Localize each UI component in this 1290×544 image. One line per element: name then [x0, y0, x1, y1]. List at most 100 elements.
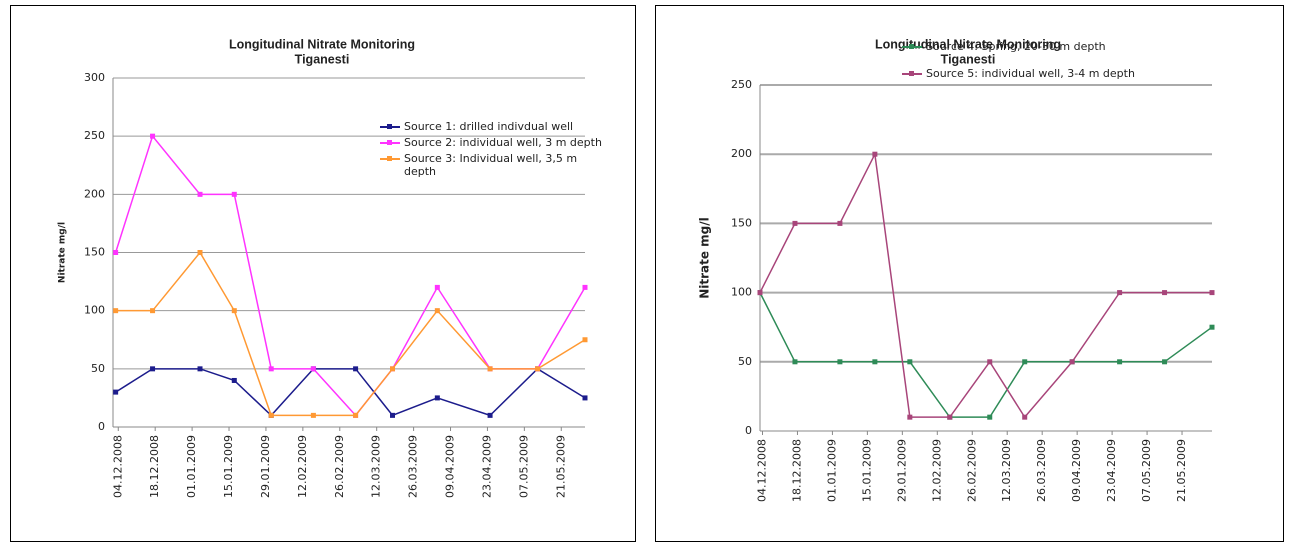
data-point: [907, 414, 913, 420]
x-tick-label: 15.01.2009: [222, 435, 235, 498]
y-tick-label: 0: [745, 424, 752, 437]
legend-label: Source 4: Spring, 20-30 m depth: [926, 40, 1106, 53]
data-point: [231, 377, 237, 383]
data-point: [582, 284, 588, 290]
x-tick-label: 18.12.2008: [790, 439, 803, 502]
legend: Source 1: drilled indivdual well Source 2…: [378, 120, 603, 181]
x-tick-label: 29.01.2009: [259, 435, 272, 498]
chart-title: Longitudinal Nitrate Monitoring: [229, 37, 415, 51]
y-tick-label: 50: [738, 355, 752, 368]
data-point: [197, 366, 203, 372]
legend-item: Source 3: Individual well, 3,5 m depth: [378, 152, 603, 178]
legend-marker: [909, 44, 914, 49]
series-line: [759, 151, 1212, 419]
y-tick-label: 150: [84, 246, 105, 259]
data-point: [150, 366, 156, 372]
data-point: [987, 359, 993, 365]
series-line: [115, 367, 586, 417]
chart-frame: [10, 5, 636, 542]
data-point: [268, 366, 274, 372]
legend-label: Source 2: individual well, 3 m depth: [404, 136, 602, 149]
legend-item: Source 2: individual well, 3 m depth: [378, 136, 603, 149]
y-tick-label: 100: [84, 304, 105, 317]
data-point: [113, 389, 119, 395]
x-tick-label: 09.04.2009: [1070, 439, 1083, 502]
legend-marker: [387, 140, 392, 145]
data-point: [487, 412, 493, 418]
legend-item: Source 1: drilled indivdual well: [378, 120, 603, 133]
x-tick-label: 18.12.2008: [148, 435, 161, 498]
y-tick-label: 300: [84, 71, 105, 84]
x-tick-label: 21.05.2009: [554, 435, 567, 498]
x-tick-label: 04.12.2008: [755, 439, 768, 502]
data-point: [907, 359, 913, 365]
data-point: [837, 220, 843, 226]
chart-subtitle: Tiganesti: [295, 52, 350, 66]
data-point: [197, 250, 203, 255]
data-point: [434, 395, 440, 401]
data-point: [310, 412, 316, 418]
data-point: [113, 308, 119, 314]
chart-subtitle: Tiganesti: [941, 52, 996, 66]
x-tick-label: 23.04.2009: [1105, 439, 1118, 502]
x-tick-label: 09.04.2009: [444, 435, 457, 498]
data-point: [434, 308, 440, 314]
data-point: [1162, 290, 1168, 296]
data-point: [535, 366, 541, 372]
data-point: [1162, 359, 1168, 365]
data-point: [1022, 359, 1028, 365]
series-line: [115, 251, 586, 417]
x-tick-label: 26.02.2009: [333, 435, 346, 498]
data-point: [1069, 359, 1075, 365]
x-tick-label: 07.05.2009: [517, 435, 530, 498]
data-point: [792, 359, 798, 365]
y-tick-label: 200: [84, 187, 105, 200]
data-point: [837, 359, 843, 365]
y-axis-label: Nitrate mg/l: [58, 222, 68, 283]
data-point: [1209, 324, 1215, 330]
data-point: [1022, 414, 1028, 420]
data-point: [113, 250, 119, 255]
y-tick-label: 150: [731, 216, 752, 229]
x-tick-label: 12.03.2009: [1000, 439, 1013, 502]
x-tick-label: 12.03.2009: [370, 435, 383, 498]
x-tick-label: 12.02.2009: [930, 439, 943, 502]
data-point: [434, 284, 440, 290]
y-tick-label: 250: [731, 78, 752, 91]
x-tick-label: 01.01.2009: [825, 439, 838, 502]
data-point: [310, 366, 316, 372]
data-point: [1117, 290, 1123, 296]
data-point: [231, 191, 237, 197]
data-point: [150, 308, 156, 314]
data-point: [1117, 359, 1123, 365]
data-point: [872, 359, 878, 365]
legend-label: Source 1: drilled indivdual well: [404, 120, 574, 133]
data-point: [487, 366, 493, 372]
legend-item: Source 4: Spring, 20-30 m depth: [900, 40, 1210, 53]
data-point: [390, 412, 396, 418]
data-point: [1209, 290, 1215, 296]
x-tick-label: 29.01.2009: [895, 439, 908, 502]
x-tick-label: 12.02.2009: [296, 435, 309, 498]
legend-item: Source 5: individual well, 3-4 m depth: [900, 67, 1210, 80]
data-point: [197, 191, 203, 197]
x-tick-label: 23.04.2009: [480, 435, 493, 498]
x-tick-label: 26.03.2009: [407, 435, 420, 498]
data-point: [268, 412, 274, 418]
x-tick-label: 04.12.2008: [111, 435, 124, 498]
y-tick-label: 0: [98, 420, 105, 433]
data-point: [390, 366, 396, 372]
y-axis-label: Nitrate mg/l: [698, 217, 712, 299]
data-point: [582, 395, 588, 401]
x-tick-label: 15.01.2009: [860, 439, 873, 502]
data-point: [150, 133, 156, 139]
legend-marker: [909, 71, 914, 76]
x-tick-label: 26.03.2009: [1035, 439, 1048, 502]
data-point: [792, 220, 798, 226]
data-point: [872, 151, 878, 157]
legend-marker: [387, 156, 392, 161]
legend-marker: [387, 124, 392, 129]
data-point: [947, 414, 953, 420]
